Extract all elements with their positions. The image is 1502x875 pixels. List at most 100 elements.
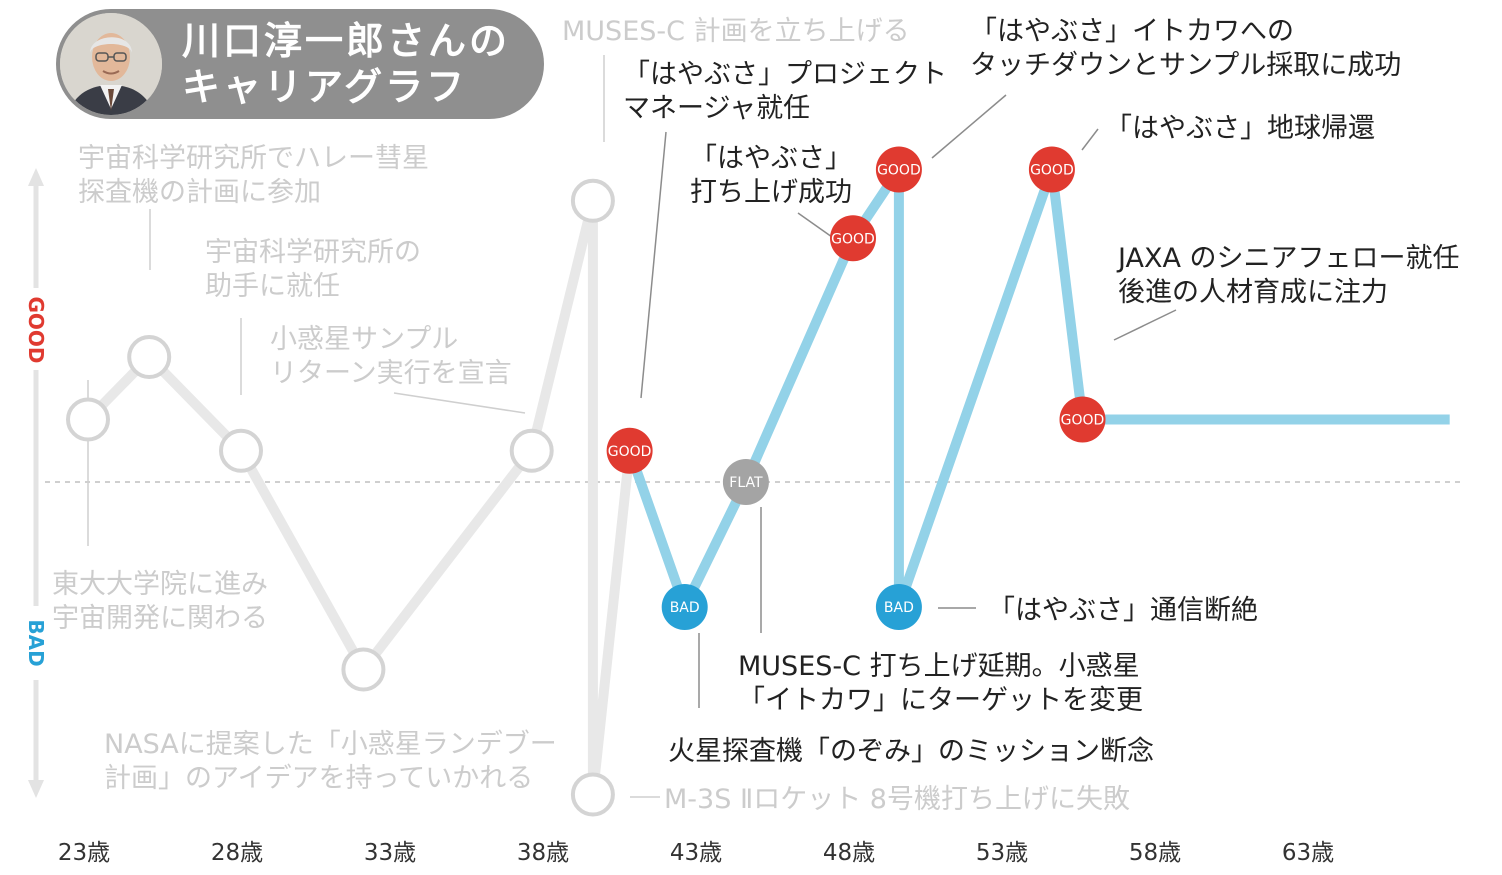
annotation-label-line: 後進の人材育成に注力 [1118,277,1388,308]
annotation-label: JAXA のシニアフェロー就任後進の人材育成に注力 [1116,243,1460,308]
career-point-bad: BAD [661,584,708,630]
annotation-label: NASAに提案した「小惑星ランデブー計画」のアイデアを持っていかれる [104,729,557,794]
career-point [341,647,386,692]
career-point-flat: FLAT [722,459,769,505]
annotation-label-line: 探査機の計画に参加 [78,177,321,208]
annotation-label: 宇宙科学研究所の助手に就任 [205,237,421,302]
portrait-photo [60,13,162,115]
y-axis: GOOD BAD [22,168,50,798]
portrait-figure-icon [60,13,162,115]
page-title-line-2: キャリアグラフ [182,65,468,109]
x-tick-label: 48歳 [823,840,875,866]
x-tick-label: 23歳 [58,840,110,866]
annotation-leader-line [931,94,1007,159]
career-point-good: GOOD [606,427,653,474]
annotation-label-line: 宇宙科学研究所でハレー彗星 [78,143,429,174]
series-markers: GOOD BAD FLAT GOOD GOOD BAD GOOD GOOD [66,146,1106,817]
annotation-leader-line [797,212,833,238]
annotation-label: M-3S Ⅱロケット 8号機打ち上げに失敗 [664,784,1130,815]
y-axis-top-label: GOOD [24,296,48,363]
career-point-good: GOOD [830,215,876,262]
annotation-label-line: 東大大学院に進み [52,569,268,600]
career-point-state-label: BAD [884,600,914,616]
annotation-label-line: 打ち上げ成功 [690,177,852,208]
annotation-label: 宇宙科学研究所でハレー彗星探査機の計画に参加 [78,143,429,208]
annotation-label: 小惑星サンプルリターン実行を宣言 [270,324,512,389]
annotation-label: 「はやぶさ」地球帰還 [1105,113,1375,144]
x-tick-label: 58歳 [1129,840,1181,866]
annotation-label-line: 計画」のアイデアを持っていかれる [104,763,533,794]
annotation-label-line: 「はやぶさ」イトカワへの [970,16,1294,47]
annotation-label-line: 宇宙科学研究所の [205,237,421,268]
career-point-state-label: BAD [670,600,700,616]
career-point-good: GOOD [1028,146,1075,193]
annotation-label-line: リターン実行を宣言 [270,358,512,389]
career-point-state-label: GOOD [1061,413,1105,429]
y-axis-up-arrow-icon [28,168,44,186]
career-point-state-label: GOOD [831,231,875,247]
annotation-label-line: 「はやぶさ」地球帰還 [1105,113,1375,144]
career-point-marker [661,584,708,630]
career-point-marker [830,215,876,262]
career-point-state-label: GOOD [1030,163,1074,179]
career-point [219,428,263,473]
annotation-label-line: 助手に就任 [205,271,340,302]
y-axis-label-bg-good [22,288,50,370]
annotation-labels: 東大大学院に進み宇宙開発に関わる 宇宙科学研究所でハレー彗星探査機の計画に参加宇宙… [52,16,1460,815]
x-tick-label: 38歳 [517,840,569,866]
annotation-leader-line [1081,128,1099,151]
x-tick-label: 33歳 [364,840,416,866]
annotation-label: MUSES-C 計画を立ち上げる [562,16,910,47]
career-point [509,428,554,473]
annotation-label-line: 火星探査機「のぞみ」のミッション断念 [668,736,1154,767]
annotation-label: MUSES-C 打ち上げ延期。小惑星「イトカワ」にターゲットを変更 [738,651,1143,716]
annotation-label: 東大大学院に進み宇宙開発に関わる [52,569,268,634]
career-point-good: GOOD [1059,396,1106,443]
career-point-marker [722,459,769,505]
career-point [570,772,615,817]
career-point [66,397,110,442]
annotation-label-line: マネージャ就任 [623,93,810,124]
annotation-label-line: 小惑星サンプル [270,324,458,355]
annotation-label-line: 宇宙開発に関わる [52,603,268,634]
career-point-bad: BAD [875,584,922,630]
annotation-label: 火星探査機「のぞみ」のミッション断念 [668,736,1154,767]
career-point-state-label: FLAT [729,475,763,491]
career-point-good: GOOD [875,146,922,193]
series-line-early-career [83,195,635,800]
annotation-label-line: 「はやぶさ」通信断絶 [988,595,1258,626]
annotation-label: 「はやぶさ」プロジェクトマネージャ就任 [623,59,947,124]
annotation-label-line: NASAに提案した「小惑星ランデブー [104,729,557,760]
career-point-marker [606,427,653,474]
page-title: 川口淳一郎さんの キャリアグラフ [182,18,510,110]
x-tick-label: 28歳 [211,840,263,866]
annotation-label-line: JAXA のシニアフェロー就任 [1116,243,1460,274]
annotation-label-line: 「イトカワ」にターゲットを変更 [738,685,1143,716]
annotation-leaders [87,55,1177,798]
annotation-label: 「はやぶさ」通信断絶 [988,595,1258,626]
x-axis-tick-labels: 23歳 28歳 33歳 38歳 43歳 48歳 53歳 58歳 63歳 [58,840,1334,866]
annotation-leader-line [393,392,526,414]
annotation-label: 「はやぶさ」イトカワへのタッチダウンとサンプル採取に成功 [970,16,1401,81]
annotation-label-line: MUSES-C 計画を立ち上げる [562,16,910,47]
y-axis-label-bg-bad [22,606,50,680]
annotation-label: 「はやぶさ」打ち上げ成功 [690,143,852,208]
annotation-label-line: 「はやぶさ」プロジェクト [623,59,947,90]
career-point-marker [1028,146,1075,193]
x-tick-label: 53歳 [976,840,1028,866]
career-point [127,335,172,379]
career-point-marker [875,584,922,630]
annotation-label-line: M-3S Ⅱロケット 8号機打ち上げに失敗 [664,784,1130,815]
career-point [570,178,615,223]
series-line-hayabusa-era [624,164,1450,612]
career-point-marker [875,146,922,193]
annotation-leader-line [640,131,667,399]
annotation-label-line: 「はやぶさ」 [690,143,852,174]
y-axis-bottom-label: BAD [24,619,48,666]
page-title-line-1: 川口淳一郎さんの [182,19,511,63]
annotation-leader-line [1113,309,1177,341]
y-axis-down-arrow-icon [28,780,44,798]
annotation-label-line: MUSES-C 打ち上げ延期。小惑星 [738,651,1140,682]
career-point-state-label: GOOD [608,444,652,460]
